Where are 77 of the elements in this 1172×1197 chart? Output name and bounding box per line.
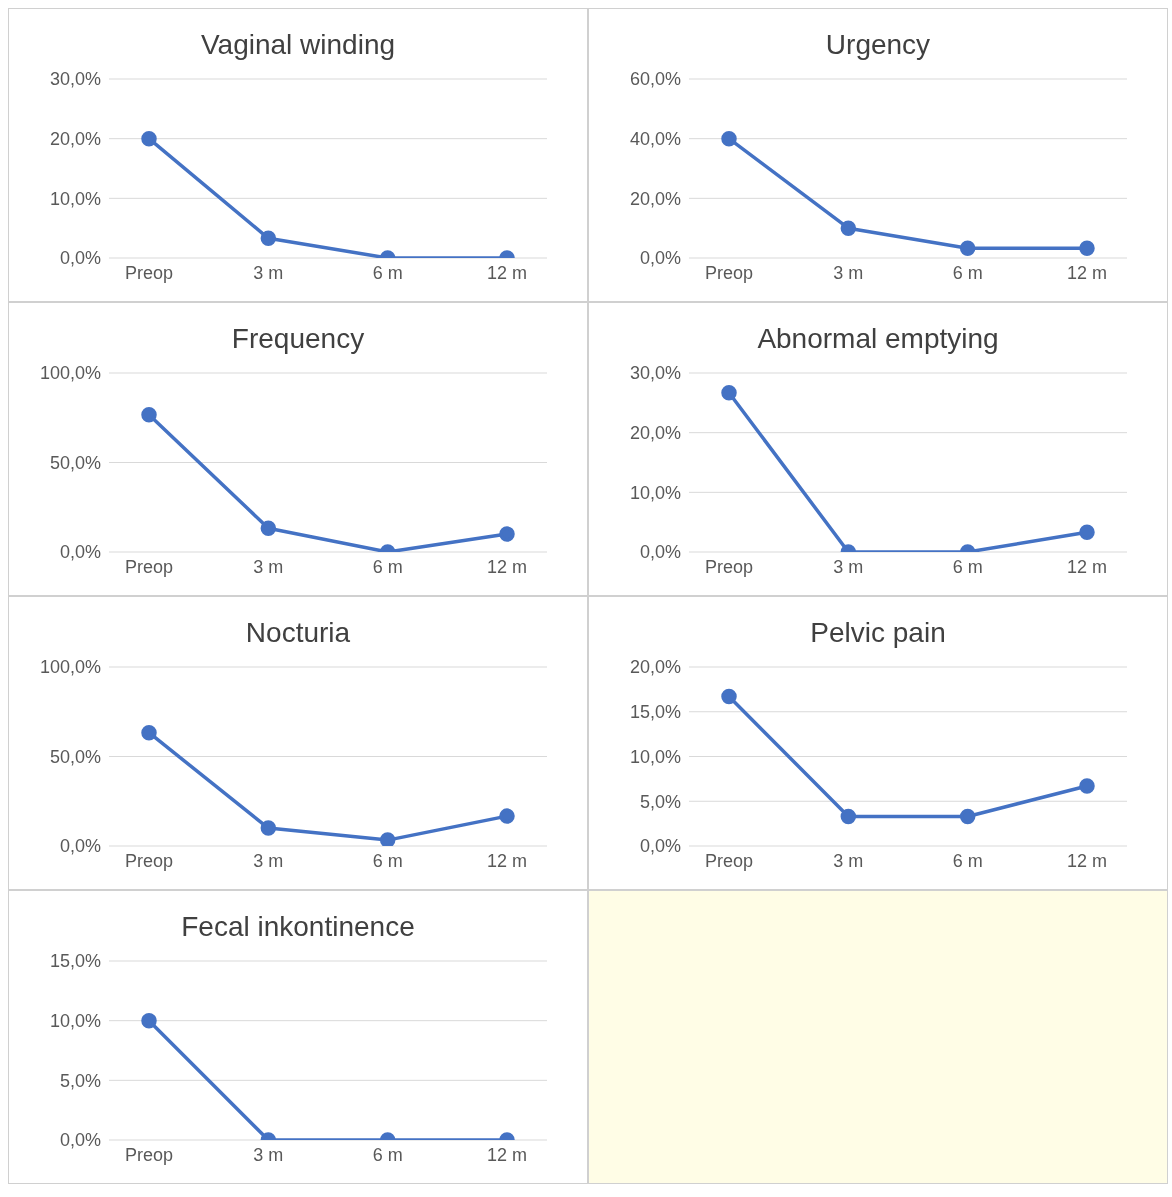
x-tick-label: Preop xyxy=(124,850,174,871)
y-tick-label: 30,0% xyxy=(629,363,681,384)
x-tick-label: 6 m xyxy=(952,850,983,871)
x-tick-label: 12 m xyxy=(486,262,528,283)
point xyxy=(1079,240,1095,256)
y-tick-label: 20,0% xyxy=(629,423,681,444)
x-tick-label: Preop xyxy=(124,556,174,577)
y-tick-label: 0,0% xyxy=(59,248,101,269)
y-tick-label: 50,0% xyxy=(49,452,101,473)
point xyxy=(260,820,277,836)
y-tick-label: 5,0% xyxy=(59,1070,101,1091)
x-tick-label: Preop xyxy=(704,850,754,871)
y-tick-label: 60,0% xyxy=(629,69,681,90)
y-tick-label: 40,0% xyxy=(629,129,681,150)
x-tick-label: 12 m xyxy=(1066,556,1108,577)
y-tick-label: 10,0% xyxy=(629,482,681,503)
point xyxy=(499,808,515,824)
chart-title: Fecal inkontinence xyxy=(180,910,416,944)
chart-title: Frequency xyxy=(230,322,366,356)
point xyxy=(260,520,277,536)
point xyxy=(959,240,976,256)
point xyxy=(721,130,737,147)
y-tick-label: 0,0% xyxy=(59,542,101,563)
x-tick-label: 6 m xyxy=(372,850,403,871)
point xyxy=(141,724,157,741)
point xyxy=(959,808,976,825)
x-tick-label: Preop xyxy=(704,262,754,283)
x-tick-label: 3 m xyxy=(253,850,284,871)
y-tick-label: 0,0% xyxy=(639,248,681,269)
x-tick-label: Preop xyxy=(124,1144,174,1165)
y-tick-label: 15,0% xyxy=(49,951,101,972)
chart-title: Vaginal winding xyxy=(199,28,397,62)
point xyxy=(840,808,857,825)
y-tick-label: 10,0% xyxy=(49,1011,101,1032)
point xyxy=(499,526,515,542)
x-tick-label: 3 m xyxy=(253,556,284,577)
y-tick-label: 0,0% xyxy=(639,542,681,563)
point xyxy=(379,832,396,846)
y-tick-label: 0,0% xyxy=(639,836,681,857)
y-tick-label: 5,0% xyxy=(639,791,681,812)
point xyxy=(840,220,857,236)
y-tick-label: 20,0% xyxy=(629,188,681,209)
x-tick-label: 3 m xyxy=(253,1144,284,1165)
x-tick-label: Preop xyxy=(124,262,174,283)
y-tick-label: 20,0% xyxy=(629,657,681,678)
y-tick-label: 50,0% xyxy=(49,746,101,767)
chart-title: Abnormal emptying xyxy=(756,322,1000,356)
y-tick-label: 100,0% xyxy=(39,657,101,678)
point xyxy=(1079,778,1095,794)
point xyxy=(141,406,157,423)
point xyxy=(721,688,737,705)
x-tick-label: 6 m xyxy=(952,262,983,283)
x-tick-label: 6 m xyxy=(372,262,403,283)
chart-title: Nocturia xyxy=(244,616,352,650)
x-tick-label: 12 m xyxy=(486,556,528,577)
y-tick-label: 10,0% xyxy=(629,746,681,767)
chart-title: Pelvic pain xyxy=(809,616,947,650)
x-tick-label: Preop xyxy=(704,556,754,577)
x-tick-label: 12 m xyxy=(1066,850,1108,871)
x-tick-label: 12 m xyxy=(1066,262,1108,283)
y-tick-label: 30,0% xyxy=(49,69,101,90)
y-tick-label: 10,0% xyxy=(49,188,101,209)
y-tick-label: 0,0% xyxy=(59,1130,101,1151)
x-tick-label: 3 m xyxy=(253,262,284,283)
x-tick-label: 6 m xyxy=(372,1144,403,1165)
y-tick-label: 20,0% xyxy=(49,129,101,150)
x-tick-label: 12 m xyxy=(486,1144,528,1165)
x-tick-label: 12 m xyxy=(486,850,528,871)
y-tick-label: 15,0% xyxy=(629,702,681,723)
chart-title: Urgency xyxy=(824,28,932,62)
y-tick-label: 0,0% xyxy=(59,836,101,857)
x-tick-label: 3 m xyxy=(833,556,864,577)
x-tick-label: 6 m xyxy=(372,556,403,577)
y-tick-label: 100,0% xyxy=(39,363,101,384)
x-tick-label: 3 m xyxy=(833,262,864,283)
x-tick-label: 3 m xyxy=(833,850,864,871)
x-tick-label: 6 m xyxy=(952,556,983,577)
